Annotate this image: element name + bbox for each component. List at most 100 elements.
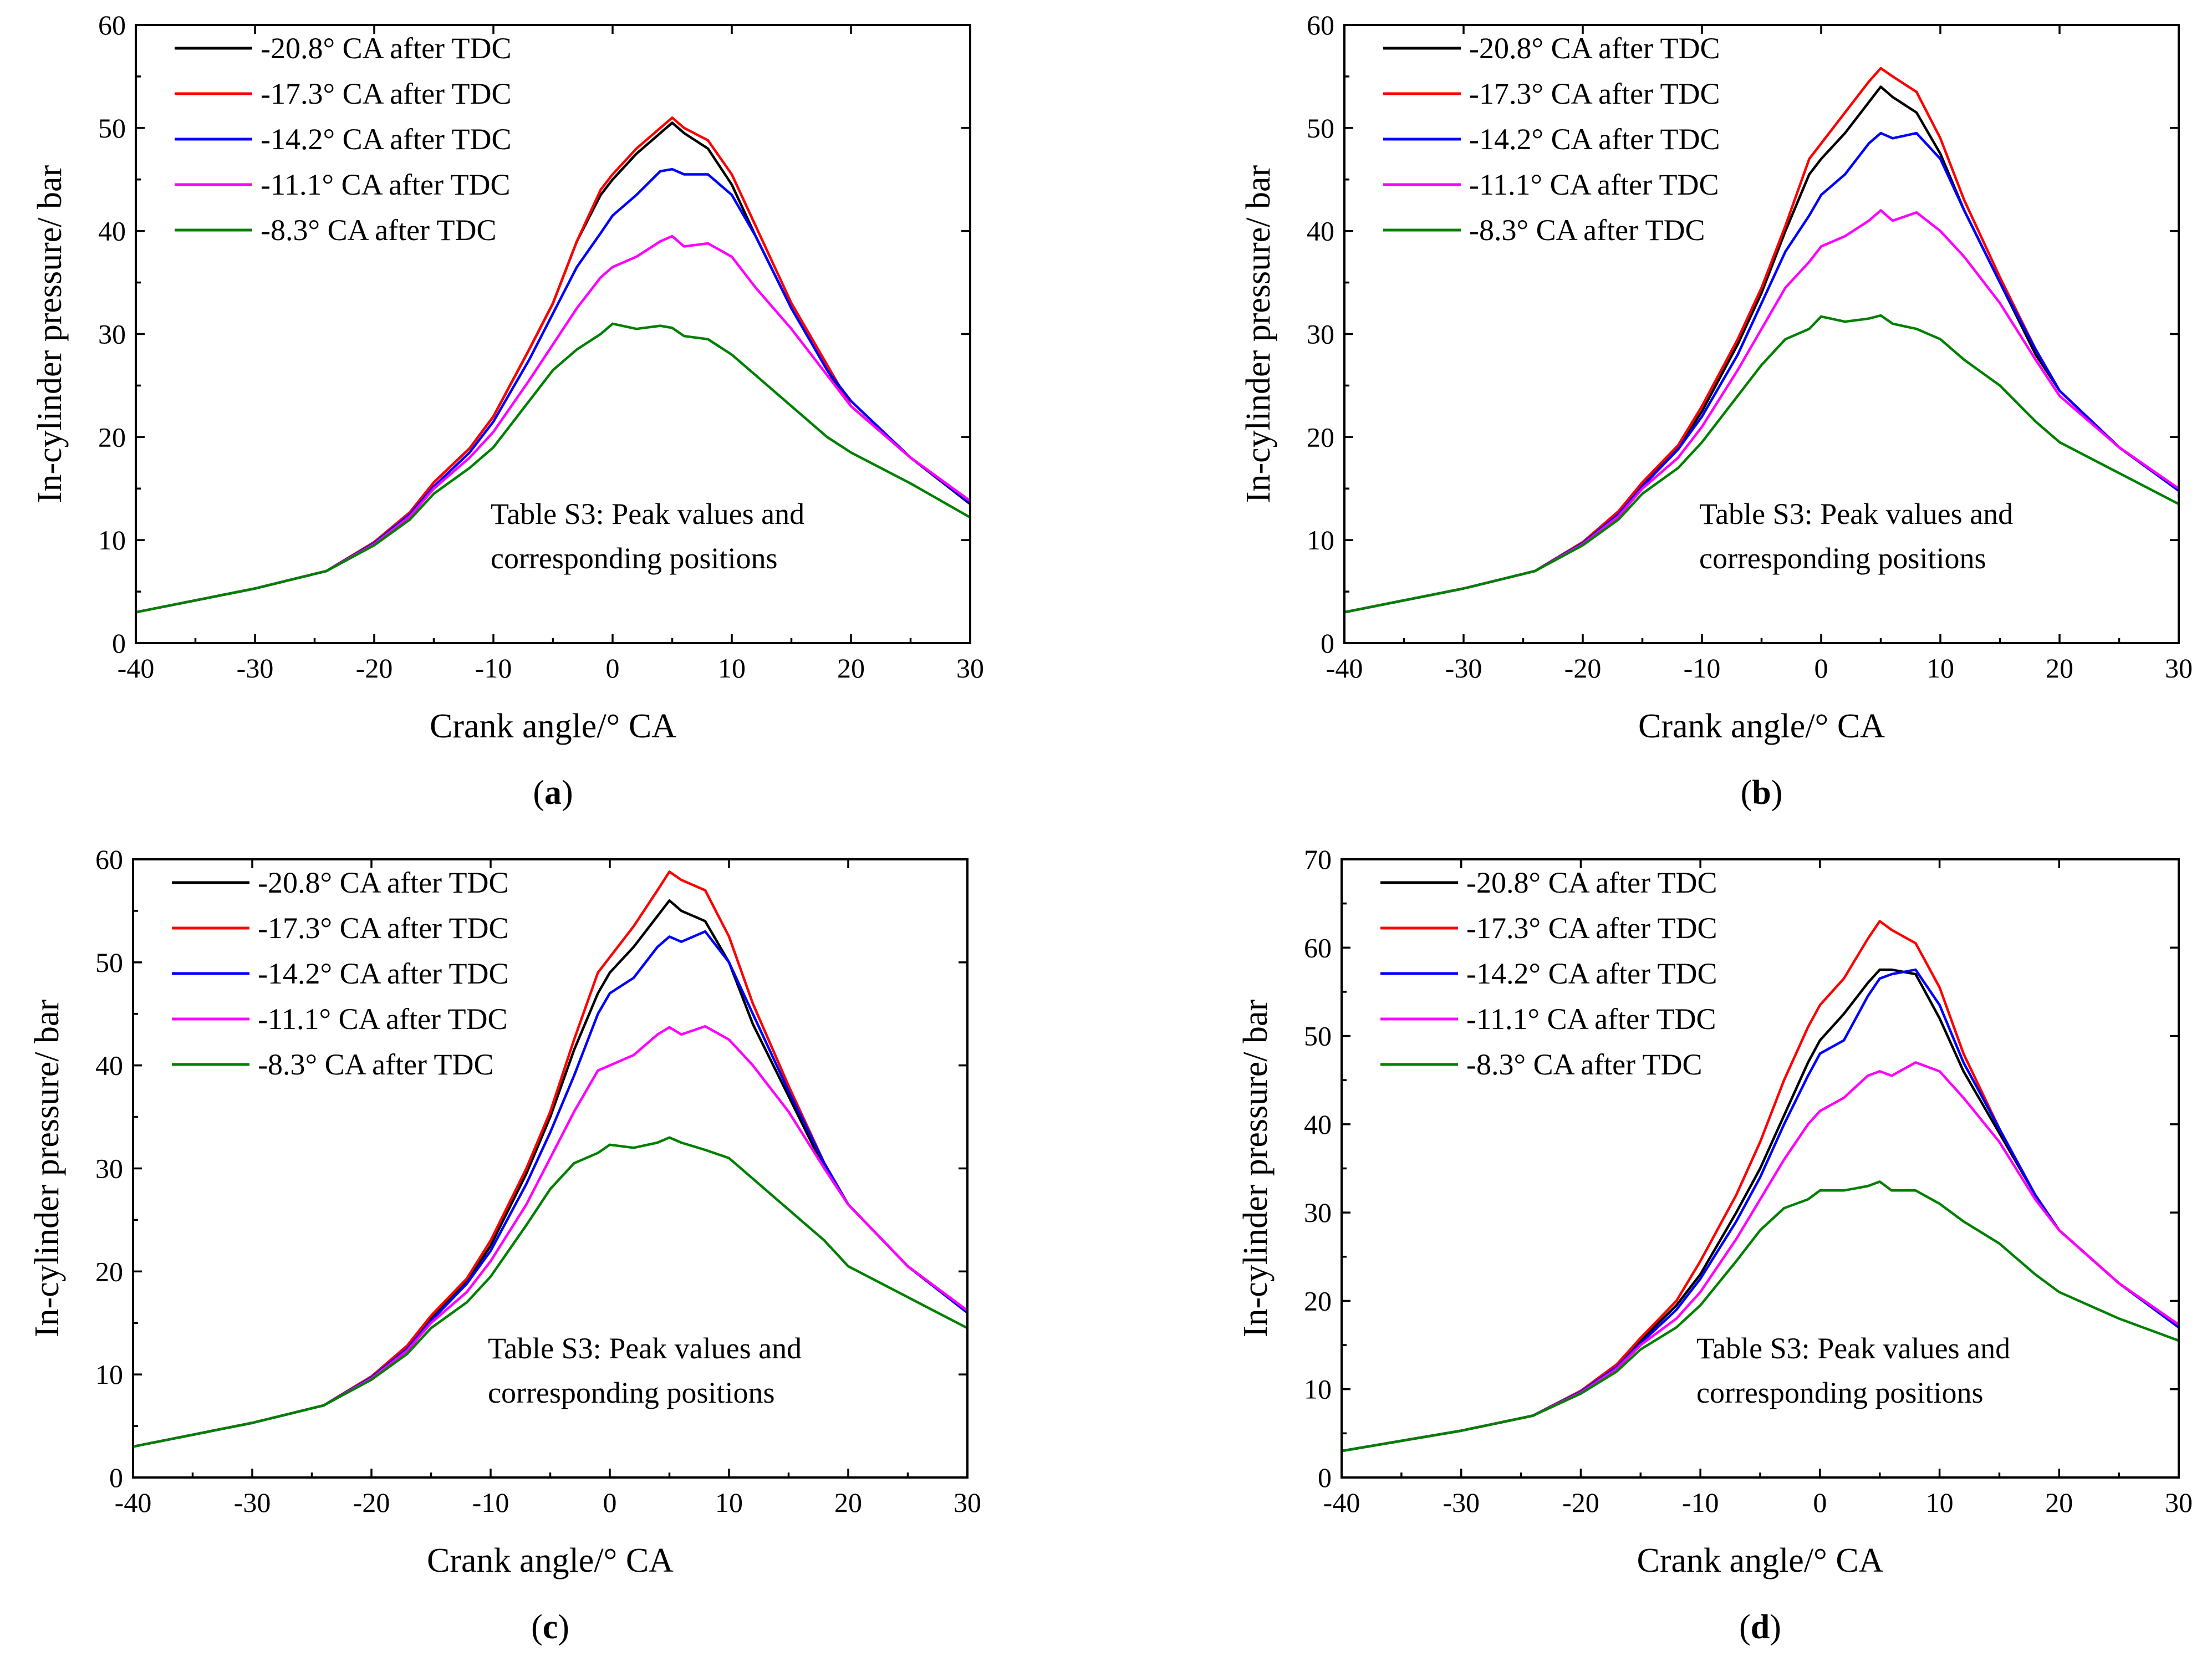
legend: -20.8° CA after TDC -17.3° CA after TDC -1… (1380, 866, 1717, 1081)
series-line-2 (1342, 920, 2179, 1453)
y-tick-label: 20 (1307, 421, 1334, 452)
legend-label: -17.3° CA after TDC (261, 77, 512, 110)
table-note: Table S3: Peak values and corresponding p… (488, 1332, 802, 1409)
x-tick-label: -10 (1684, 653, 1721, 684)
y-tick-label: 20 (1304, 1285, 1332, 1316)
x-axis-label: Crank angle/° CA (1638, 707, 1885, 745)
series-line-3 (136, 167, 970, 614)
y-axis-label: In-cylinder pressure/ bar (1237, 999, 1275, 1337)
legend-label: -14.2° CA after TDC (1469, 123, 1720, 156)
legend-label: -8.3° CA after TDC (261, 213, 497, 247)
note-line: Table S3: Peak values and (488, 1332, 802, 1365)
y-axis-label: In-cylinder pressure/ bar (31, 165, 69, 503)
table-note: Table S3: Peak values and corresponding p… (1699, 497, 2013, 575)
series-line-4 (1342, 1061, 2179, 1453)
x-tick-label: -40 (115, 1487, 152, 1518)
note-line: Table S3: Peak values and (1696, 1332, 2010, 1365)
series-line-3 (1342, 968, 2179, 1453)
y-tick-label: 30 (95, 1153, 123, 1184)
x-tick-label: 0 (1815, 653, 1828, 684)
legend-label: -11.1° CA after TDC (1469, 168, 1719, 201)
x-tick-label: -20 (1562, 1487, 1599, 1518)
legend: -20.8° CA after TDC -17.3° CA after TDC -1… (172, 866, 509, 1081)
y-tick-label: 20 (98, 421, 126, 452)
x-tick-label: -10 (1682, 1487, 1719, 1518)
chart-panel-c: -40 -30 -20 -10 0 10 20 30 0 10 20 30 40 50 60 Crank an… (28, 844, 981, 1646)
series-group (133, 870, 967, 1448)
y-tick-label: 60 (95, 844, 123, 875)
y-tick-label: 40 (98, 216, 126, 247)
y-tick-label: 40 (1304, 1109, 1332, 1140)
y-tick-label: 30 (1307, 319, 1334, 350)
x-tick-label: -40 (1326, 653, 1363, 684)
x-tick-label: 10 (715, 1487, 743, 1518)
y-tick-label: 60 (1307, 9, 1334, 40)
x-tick-label: -20 (353, 1487, 390, 1518)
x-tick-label: 20 (2045, 1487, 2073, 1518)
x-tick-label: 10 (1926, 653, 1954, 684)
note-line: corresponding positions (491, 542, 777, 575)
x-axis-label: Crank angle/° CA (430, 707, 676, 745)
legend: -20.8° CA after TDC -17.3° CA after TDC -1… (1383, 32, 1720, 247)
x-tick-label: 0 (1813, 1487, 1827, 1518)
x-tick-label: -10 (475, 653, 512, 684)
series-line-2 (133, 870, 967, 1448)
x-tick-label: 20 (837, 653, 865, 684)
y-tick-label: 0 (109, 1462, 123, 1493)
y-tick-label: 50 (95, 947, 123, 978)
table-note: Table S3: Peak values and corresponding p… (491, 497, 804, 575)
note-line: Table S3: Peak values and (1699, 497, 2013, 531)
x-tick-label: 30 (2165, 653, 2193, 684)
legend-label: -8.3° CA after TDC (1466, 1048, 1703, 1081)
legend-label: -20.8° CA after TDC (261, 32, 512, 65)
series-line-2 (136, 116, 970, 614)
x-tick-label: -30 (1443, 1487, 1480, 1518)
x-tick-label: -40 (1323, 1487, 1360, 1518)
y-tick-label: 10 (98, 524, 126, 556)
note-line: corresponding positions (488, 1376, 774, 1409)
x-tick-label: -20 (1564, 653, 1602, 684)
x-tick-label: 30 (956, 653, 984, 684)
y-tick-label: 60 (1304, 932, 1332, 963)
series-line-3 (133, 930, 967, 1448)
series-line-5 (1344, 314, 2179, 614)
y-tick-label: 50 (1307, 113, 1334, 144)
y-tick-label: 0 (1321, 628, 1334, 659)
panel-label: (d) (1739, 1608, 1781, 1646)
legend-label: -11.1° CA after TDC (1466, 1002, 1716, 1036)
x-tick-label: 30 (954, 1487, 981, 1518)
legend-label: -17.3° CA after TDC (1469, 77, 1720, 110)
y-tick-label: 10 (1304, 1374, 1332, 1405)
x-tick-label: 20 (2046, 653, 2073, 684)
x-tick-label: 10 (1926, 1487, 1954, 1518)
y-tick-label: 40 (95, 1050, 123, 1081)
y-axis-label: In-cylinder pressure/ bar (1240, 165, 1277, 503)
y-tick-label: 50 (98, 113, 126, 144)
legend-label: -20.8° CA after TDC (1466, 866, 1717, 899)
series-group (1344, 67, 2179, 614)
x-tick-label: 10 (718, 653, 746, 684)
panel-label: (c) (531, 1608, 569, 1646)
series-group (136, 116, 970, 614)
chart-panel-a: -40 -30 -20 -10 0 10 20 30 0 10 20 30 40 50 60 Crank an… (31, 9, 984, 812)
series-line-5 (133, 1136, 967, 1448)
y-tick-label: 60 (98, 9, 126, 40)
panel-label: (a) (533, 774, 573, 812)
note-line: corresponding positions (1696, 1376, 1983, 1409)
x-tick-label: -40 (118, 653, 155, 684)
series-line-5 (1342, 1180, 2179, 1453)
x-tick-label: -30 (234, 1487, 271, 1518)
x-tick-label: -30 (237, 653, 274, 684)
y-tick-label: 50 (1304, 1021, 1332, 1052)
y-tick-label: 10 (95, 1359, 123, 1390)
legend: -20.8° CA after TDC -17.3° CA after TDC -1… (175, 32, 512, 247)
x-tick-label: -10 (472, 1487, 509, 1518)
y-tick-label: 10 (1307, 524, 1334, 556)
series-line-5 (136, 322, 970, 614)
legend-label: -14.2° CA after TDC (1466, 957, 1717, 990)
x-tick-label: -20 (356, 653, 393, 684)
x-tick-label: 0 (603, 1487, 617, 1518)
legend-label: -11.1° CA after TDC (261, 168, 511, 201)
chart-panel-d: -40 -30 -20 -10 0 10 20 30 0 10 20 30 40 50 60 70 Crank … (1237, 844, 2193, 1646)
